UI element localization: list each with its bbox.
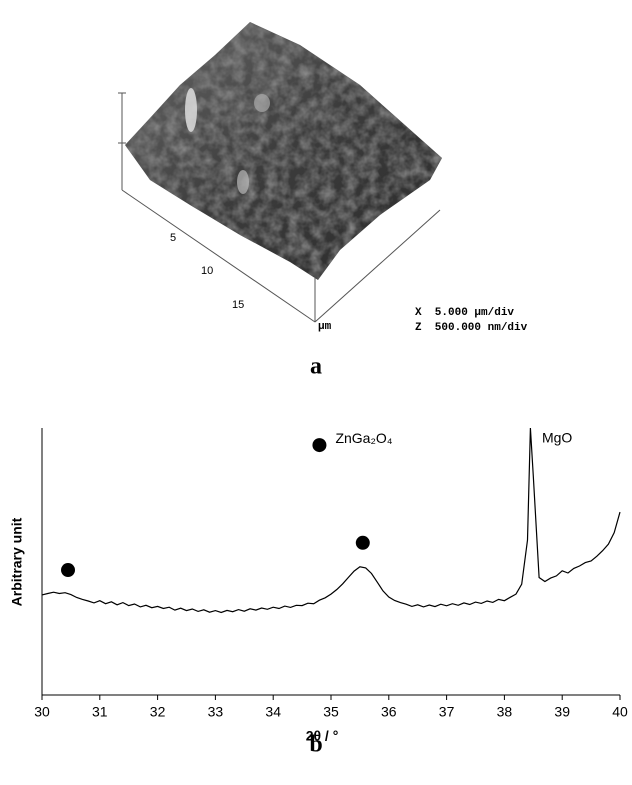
x-tick-label: 38 [497,704,513,720]
xrd-line [41,427,621,614]
x-tick-label: 30 [34,704,50,720]
afm-tick-label: 10 [201,265,213,277]
afm-x-scale: X 5.000 μm/div [415,307,514,319]
afm-image: 5 10 15 μm X 5.000 μm/div Z 500.000 nm/d… [118,22,528,334]
x-tick-label: 40 [612,704,628,720]
x-tick-label: 36 [381,704,397,720]
afm-axis [314,209,441,323]
afm-unit: μm [318,321,332,333]
afm-texture [125,22,442,280]
panel-label: b [309,732,322,758]
x-tick-label: 35 [323,704,339,720]
afm-z-scale: Z 500.000 nm/div [415,322,528,334]
x-tick-label: 34 [265,704,281,720]
afm-peak [237,170,249,194]
x-tick-label: 33 [208,704,224,720]
legend-label: ZnGa₂O₄ [335,430,392,446]
annotation: MgO [542,429,572,445]
afm-peak [254,94,270,112]
legend-marker [312,438,327,453]
x-axis-label: 2θ / ° [306,728,339,744]
x-tick-label: 32 [150,704,166,720]
peak-marker [61,563,76,578]
afm-tick-label: 15 [232,299,244,311]
afm-tick-label: 5 [170,232,176,244]
x-tick-label: 31 [92,704,108,720]
panel-label: a [310,354,322,380]
afm-axis [121,189,316,323]
afm-peak [185,88,197,132]
x-tick-label: 39 [554,704,570,720]
x-tick-label: 37 [439,704,455,720]
y-axis-label: Arbitrary unit [9,517,25,606]
peak-marker [355,535,370,550]
